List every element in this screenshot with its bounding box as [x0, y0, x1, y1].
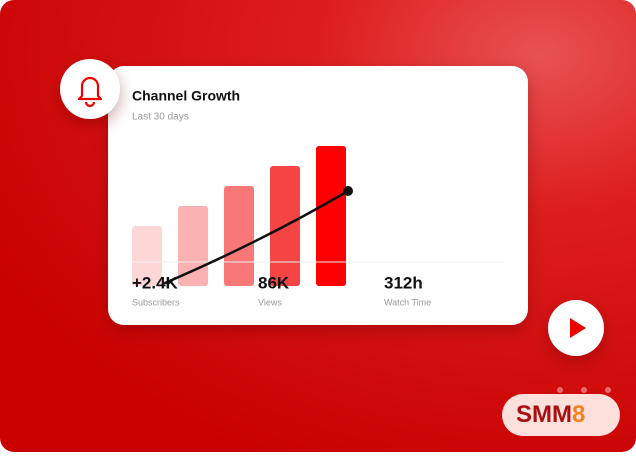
trend-dot: [343, 186, 353, 196]
stat-value: 86K: [258, 273, 290, 292]
bar: [132, 226, 162, 286]
dot: [557, 387, 563, 393]
dot: [581, 387, 587, 393]
dot: [605, 387, 611, 393]
bell-button[interactable]: [60, 59, 120, 119]
bar: [224, 186, 254, 286]
stat-value: 312h: [384, 273, 423, 292]
bell-icon: [77, 76, 103, 108]
play-icon: [570, 318, 586, 338]
logo: SMM8: [516, 401, 585, 428]
trend-line: [163, 189, 350, 285]
card-subtitle: Last 30 days: [132, 112, 189, 123]
stat-value: +2.4K: [132, 273, 179, 292]
stat-label: Subscribers: [132, 297, 180, 307]
logo-digit: 8: [572, 401, 585, 428]
card-title: Channel Growth: [132, 88, 240, 104]
stat-label: Watch Time: [384, 297, 431, 307]
bar: [316, 146, 346, 286]
logo-text: SMM: [516, 401, 572, 428]
stat-label: Views: [258, 297, 282, 307]
logo-pill: [502, 394, 620, 436]
stats: +2.4K Subscribers 86K Views 312h Watch Time: [132, 273, 431, 307]
